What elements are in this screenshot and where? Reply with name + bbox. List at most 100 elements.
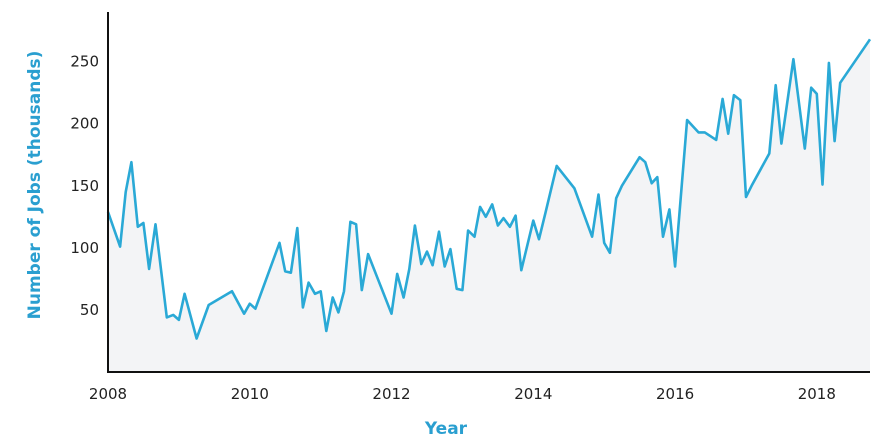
data-point <box>242 312 246 316</box>
data-point <box>555 164 559 168</box>
data-point <box>490 202 494 206</box>
data-point <box>141 221 145 225</box>
data-point <box>597 193 601 197</box>
data-point <box>431 263 435 267</box>
data-point <box>496 224 500 228</box>
data-point <box>838 81 842 85</box>
data-point <box>455 287 459 291</box>
data-point <box>460 288 464 292</box>
data-point <box>478 205 482 209</box>
data-point <box>519 268 523 272</box>
data-point <box>395 272 399 276</box>
data-point <box>815 92 819 96</box>
data-point <box>726 132 730 136</box>
data-point <box>402 296 406 300</box>
data-point <box>661 235 665 239</box>
data-point <box>425 250 429 254</box>
data-point <box>437 230 441 234</box>
data-point <box>774 83 778 87</box>
data-point <box>336 310 340 314</box>
data-point <box>750 184 754 188</box>
series-line-layer <box>106 37 872 340</box>
tick-labels: 2008 2010 2012 2014 2016 2018 50 100 150 200 250 <box>70 53 836 403</box>
data-point <box>360 288 364 292</box>
data-point <box>171 313 175 317</box>
data-point <box>348 220 352 224</box>
series-line <box>106 38 872 340</box>
y-tick-label: 250 <box>70 53 99 71</box>
data-point <box>821 183 825 187</box>
data-point <box>230 289 234 293</box>
data-point <box>301 305 305 309</box>
data-point <box>809 86 813 90</box>
data-point <box>342 289 346 293</box>
data-point <box>738 98 742 102</box>
data-point <box>697 130 701 134</box>
data-point <box>253 307 257 311</box>
data-point <box>136 225 140 229</box>
data-point <box>744 195 748 199</box>
data-point <box>620 184 624 188</box>
data-point <box>703 130 707 134</box>
data-point <box>295 226 299 230</box>
data-point <box>643 160 647 164</box>
data-point <box>466 229 470 233</box>
data-point <box>165 315 169 319</box>
data-point <box>289 271 293 275</box>
data-point <box>650 181 654 185</box>
x-tick-label: 2012 <box>372 385 410 403</box>
data-point <box>638 155 642 159</box>
data-point <box>791 57 795 61</box>
data-point <box>319 289 323 293</box>
data-point <box>331 296 335 300</box>
data-point <box>129 160 133 164</box>
data-point <box>448 247 452 251</box>
data-point <box>283 269 287 273</box>
data-point <box>537 237 541 241</box>
data-point <box>147 267 151 271</box>
data-point <box>685 118 689 122</box>
data-point <box>614 196 618 200</box>
data-point <box>833 139 837 143</box>
data-point <box>767 152 771 156</box>
data-point <box>390 312 394 316</box>
data-point <box>177 318 181 322</box>
x-tick-label: 2008 <box>89 385 127 403</box>
area-fill-layer <box>108 39 870 373</box>
data-point <box>655 175 659 179</box>
y-tick-label: 50 <box>80 301 99 319</box>
data-point <box>278 241 282 245</box>
data-point <box>779 142 783 146</box>
data-point <box>484 215 488 219</box>
data-point <box>154 222 158 226</box>
data-point <box>608 251 612 255</box>
data-point <box>183 292 187 296</box>
data-point <box>313 292 317 296</box>
data-point <box>673 265 677 269</box>
y-tick-label: 150 <box>70 177 99 195</box>
data-point <box>514 214 518 218</box>
data-point <box>868 37 872 41</box>
x-axis-title: Year <box>424 419 468 439</box>
area-fill <box>108 39 870 373</box>
data-point <box>667 207 671 211</box>
data-point <box>732 93 736 97</box>
data-point <box>803 147 807 151</box>
data-point <box>531 219 535 223</box>
data-point <box>366 252 370 256</box>
data-point <box>419 262 423 266</box>
data-point <box>354 222 358 226</box>
x-tick-label: 2010 <box>231 385 269 403</box>
data-point <box>207 303 211 307</box>
data-point <box>827 61 831 65</box>
data-point <box>543 211 547 215</box>
x-tick-label: 2016 <box>656 385 694 403</box>
data-point <box>118 245 122 249</box>
x-tick-label: 2014 <box>514 385 552 403</box>
data-point <box>307 281 311 285</box>
data-point <box>413 224 417 228</box>
data-point <box>324 329 328 333</box>
y-axis-title: Number of Jobs (thousands) <box>25 51 45 320</box>
axes <box>107 12 870 373</box>
